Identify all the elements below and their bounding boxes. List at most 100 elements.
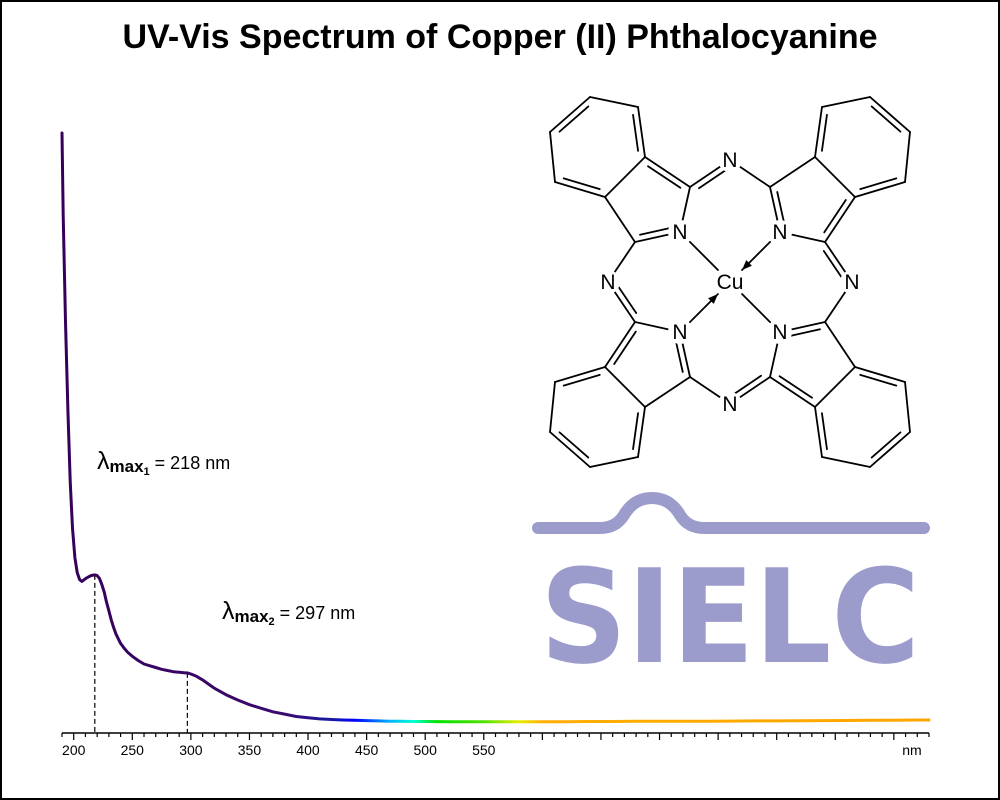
bond <box>589 96 639 108</box>
double-bond-inner <box>562 373 601 387</box>
bond <box>637 406 646 458</box>
x-tick-label: 400 <box>296 742 320 758</box>
bond <box>637 106 646 158</box>
peak-annotation: λmax1 = 218 nm <box>97 447 230 478</box>
x-tick-label: 200 <box>62 742 86 758</box>
bond <box>869 431 911 468</box>
double-bond-inner <box>639 226 674 236</box>
double-bond-inner <box>674 338 684 373</box>
x-axis: 200 250 300 350 400 450 500 550 nm <box>61 732 930 758</box>
atom-label-bg <box>718 392 742 416</box>
bond <box>814 366 856 408</box>
x-tick-label: 450 <box>355 742 379 758</box>
x-tick-label: 550 <box>472 742 496 758</box>
bond <box>549 131 556 183</box>
double-bond-inner <box>822 250 845 281</box>
x-tick-label: 500 <box>414 742 438 758</box>
bond <box>549 431 591 468</box>
double-bond-inner <box>698 167 729 190</box>
bond <box>604 196 636 243</box>
double-bond-inner <box>632 113 639 152</box>
double-bond-inner <box>562 177 601 191</box>
peak-annotations: λmax1 = 218 nm λmax2 = 297 nm <box>97 447 355 628</box>
bond <box>554 366 606 383</box>
atom-label-bg <box>718 270 742 294</box>
meso-n-label: N <box>722 149 737 172</box>
bond <box>644 376 691 408</box>
double-bond-inner <box>613 330 637 365</box>
pyrrole-n-label: N <box>672 321 687 344</box>
arrow-head <box>742 260 752 270</box>
bond <box>604 156 646 198</box>
double-bond-inner <box>821 113 828 152</box>
chart-title: UV-Vis Spectrum of Copper (II) Phthalocy… <box>122 18 877 56</box>
double-bond-inner <box>647 165 682 189</box>
bond <box>554 181 606 198</box>
bond <box>904 131 911 183</box>
double-bond-inner <box>731 374 762 397</box>
double-bond-inner <box>859 373 898 387</box>
x-axis-unit: nm <box>902 742 921 758</box>
coordination-bond <box>741 293 772 324</box>
x-tick-label: 250 <box>121 742 145 758</box>
pyrrole-n-label: N <box>672 221 687 244</box>
double-bond-inner <box>870 431 902 459</box>
meso-n-label: N <box>600 271 615 294</box>
bond <box>814 156 856 198</box>
x-tick-label: 350 <box>238 742 262 758</box>
pyrrole-n-label: N <box>772 321 787 344</box>
bond <box>821 456 871 468</box>
bond <box>814 106 823 158</box>
double-bond-inner <box>870 105 902 133</box>
double-bond-inner <box>558 105 590 133</box>
double-bond-inner <box>615 283 638 314</box>
atom-label-bg <box>840 270 864 294</box>
bond <box>604 366 646 408</box>
atom-label-bg <box>718 148 742 172</box>
double-bond-inner <box>558 431 590 459</box>
bond <box>644 156 691 188</box>
bond <box>604 321 636 368</box>
phthalocyanine-structure: N N N N N N N N Cu <box>549 96 911 468</box>
double-bond-inner <box>821 412 828 451</box>
double-bond-inner <box>823 199 847 234</box>
x-tick-label: 300 <box>179 742 203 758</box>
bond <box>824 196 856 243</box>
bond <box>549 96 591 133</box>
atom-label-bg <box>768 320 792 344</box>
bond <box>549 381 556 433</box>
peak-guides <box>94 574 188 733</box>
bond <box>814 406 823 458</box>
double-bond-inner <box>786 328 821 338</box>
cu-center-label: Cu <box>717 271 744 294</box>
double-bond-inner <box>859 177 898 191</box>
bond <box>904 381 911 433</box>
double-bond-inner <box>778 375 813 399</box>
bond <box>769 156 816 188</box>
meso-n-label: N <box>722 393 737 416</box>
logo-text: SIELC <box>540 541 920 693</box>
bond <box>821 96 871 108</box>
coordination-bond <box>688 240 719 271</box>
atom-label-bg <box>768 220 792 244</box>
arrow-head <box>708 294 718 304</box>
bond <box>589 456 639 468</box>
bond <box>854 366 906 383</box>
meso-n-label: N <box>844 271 859 294</box>
atom-label-bg <box>668 220 692 244</box>
bond <box>824 321 856 368</box>
bond <box>869 96 911 133</box>
double-bond-inner <box>776 191 786 226</box>
bond <box>769 376 816 408</box>
logo-wave <box>532 491 930 534</box>
atom-label-bg <box>668 320 692 344</box>
peak-annotation: λmax2 = 297 nm <box>222 597 355 628</box>
atom-label-bg <box>596 270 620 294</box>
double-bond-inner <box>632 412 639 451</box>
spectrum-line <box>60 131 931 724</box>
sielc-logo: SIELC <box>532 491 930 693</box>
bond <box>854 181 906 198</box>
pyrrole-n-label: N <box>772 221 787 244</box>
